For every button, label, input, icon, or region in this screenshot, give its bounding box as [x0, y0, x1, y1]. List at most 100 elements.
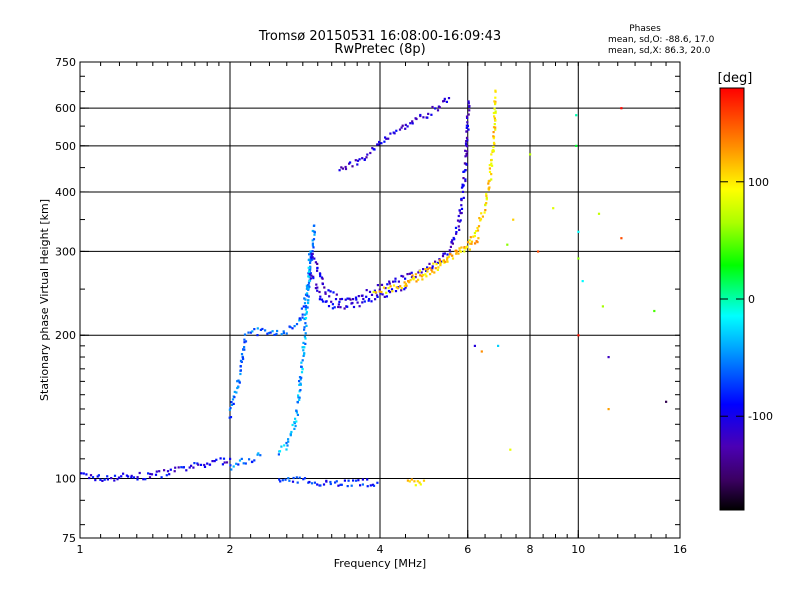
data-point: [449, 253, 452, 256]
data-point: [237, 379, 240, 382]
data-point: [284, 478, 287, 481]
data-point: [383, 140, 386, 143]
data-point: [478, 217, 481, 220]
data-point: [430, 268, 433, 271]
data-point: [242, 357, 245, 361]
data-point: [321, 300, 325, 303]
phase-x-stats: mean, sd,X: 86.3, 20.0: [608, 46, 711, 56]
data-point: [302, 341, 305, 344]
data-point: [344, 167, 348, 171]
data-point: [391, 290, 394, 293]
data-point: [463, 162, 466, 165]
data-point: [420, 271, 423, 274]
data-point: [295, 409, 298, 412]
data-point: [316, 262, 319, 265]
data-point: [106, 475, 109, 478]
data-point: [380, 290, 383, 294]
data-point: [300, 365, 303, 368]
data-point: [380, 142, 383, 145]
data-point: [417, 271, 420, 274]
data-point: [419, 483, 422, 486]
y-axis-label: Stationary phase Virtual Height [km]: [38, 199, 51, 401]
data-point: [458, 249, 461, 252]
data-point: [412, 278, 415, 281]
data-point: [283, 444, 286, 447]
data-point: [374, 298, 377, 301]
data-point: [485, 193, 488, 196]
data-point: [190, 464, 193, 467]
data-point: [388, 291, 392, 294]
data-point: [385, 137, 388, 140]
data-point: [575, 114, 578, 117]
data-point: [242, 462, 245, 465]
data-point: [365, 289, 368, 292]
data-point: [400, 289, 403, 292]
data-point: [300, 371, 304, 374]
data-point: [488, 167, 491, 170]
data-point: [458, 209, 461, 212]
data-point: [261, 327, 264, 331]
data-point: [301, 359, 304, 362]
data-point: [313, 231, 316, 234]
data-point: [305, 310, 308, 314]
data-point: [491, 164, 494, 167]
data-point: [304, 305, 308, 308]
data-point: [410, 276, 414, 279]
data-point: [460, 246, 463, 249]
data-point: [314, 287, 317, 290]
data-point: [390, 288, 394, 291]
data-point: [372, 484, 376, 487]
data-point: [307, 266, 310, 269]
data-point: [295, 323, 299, 326]
data-point: [458, 228, 461, 231]
data-point: [446, 260, 449, 263]
data-point: [464, 178, 467, 181]
data-point: [259, 454, 262, 457]
data-point: [463, 246, 466, 249]
data-point: [430, 113, 433, 116]
data-point: [455, 231, 458, 234]
data-point: [295, 420, 298, 423]
data-point: [285, 332, 288, 335]
data-point: [311, 239, 314, 242]
data-point: [297, 394, 300, 397]
data-point: [361, 157, 364, 160]
data-point: [492, 145, 495, 149]
data-point: [468, 239, 471, 242]
data-point: [406, 479, 409, 482]
data-point: [447, 97, 451, 100]
data-point: [130, 476, 133, 479]
data-point: [366, 485, 369, 488]
data-point: [333, 306, 336, 309]
data-point: [446, 253, 449, 256]
data-point: [230, 401, 233, 404]
y-tick-labels: 75 100 200 300 400 500 600 750: [55, 56, 89, 545]
data-point: [355, 479, 358, 482]
data-point: [344, 165, 347, 169]
data-point: [298, 396, 301, 399]
data-point: [321, 282, 324, 285]
data-point: [575, 144, 578, 147]
data-point: [304, 308, 307, 311]
data-point: [253, 459, 256, 462]
data-point: [474, 242, 477, 245]
data-point: [466, 116, 469, 119]
data-point: [361, 483, 364, 486]
data-point: [301, 313, 304, 316]
data-point: [453, 238, 456, 241]
data-point: [213, 460, 216, 463]
data-point: [277, 453, 280, 456]
data-point: [337, 484, 340, 487]
data-point: [411, 274, 414, 277]
data-point: [303, 352, 306, 355]
data-point: [465, 154, 468, 157]
data-point: [291, 480, 295, 483]
data-point: [316, 267, 319, 270]
data-point: [485, 202, 488, 205]
data-point: [378, 290, 381, 293]
data-point: [298, 317, 301, 320]
data-point: [148, 476, 152, 479]
data-point: [406, 273, 409, 276]
data-point: [466, 241, 470, 244]
data-point: [487, 182, 490, 185]
